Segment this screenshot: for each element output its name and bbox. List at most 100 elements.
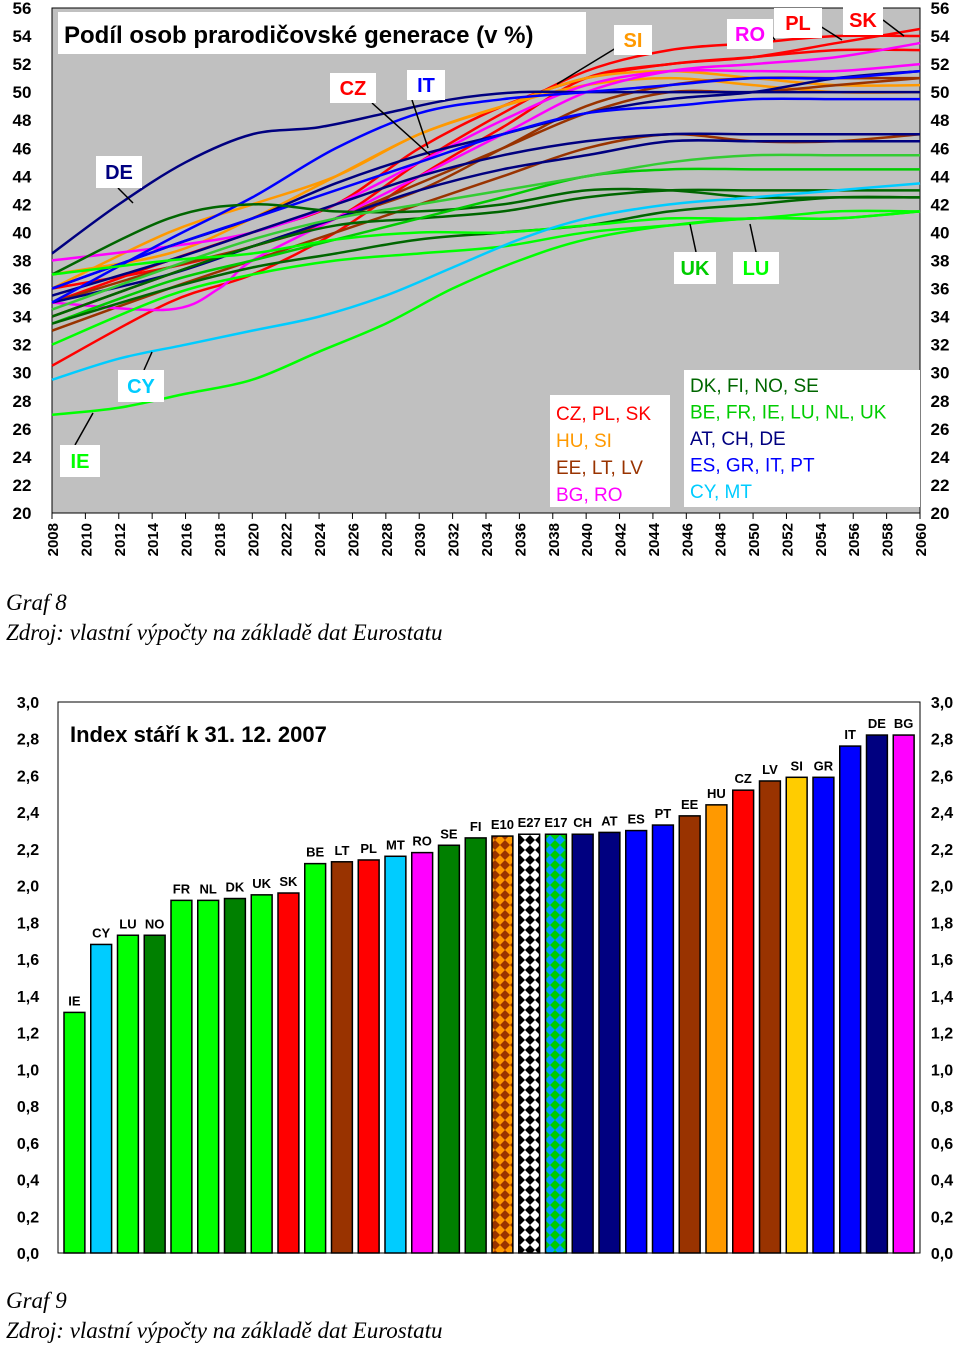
y-tick-left: 1,2: [17, 1026, 39, 1043]
bar-label: NL: [200, 881, 217, 896]
bar-label: DK: [226, 880, 245, 895]
series-line: [51, 62, 921, 262]
y-tick-right: 52: [931, 55, 950, 74]
bar: [411, 851, 434, 1254]
x-tick-label: 2024: [312, 522, 329, 556]
bar: [223, 897, 247, 1254]
annotation-arrow: [689, 223, 697, 253]
y-tick-right: 54: [931, 27, 950, 46]
x-tick-label: 2016: [179, 523, 196, 556]
title-box: [58, 12, 586, 54]
y-tick-left: 38: [13, 252, 32, 271]
annotation-arrow: [749, 223, 757, 253]
annotation-box: [674, 252, 716, 284]
annotation-arrow: [74, 412, 94, 446]
x-tick-label: 2044: [646, 522, 663, 556]
y-tick-left: 2,4: [17, 805, 39, 822]
bar-label: UK: [252, 876, 271, 891]
bar: [304, 862, 327, 1254]
y-tick-right: 2,6: [931, 768, 953, 785]
y-tick-right: 30: [931, 364, 950, 383]
y-tick-right: 28: [931, 392, 950, 411]
y-tick-right: 22: [931, 476, 950, 495]
bar-label: HU: [707, 786, 726, 801]
annotation-arrow: [143, 351, 153, 371]
annotation-box: [118, 370, 164, 402]
bar: [812, 776, 835, 1254]
y-tick-right: 2,4: [931, 805, 953, 822]
y-tick-left: 1,8: [17, 915, 39, 932]
y-tick-left: 54: [13, 27, 32, 46]
x-tick-label: 2010: [78, 523, 95, 556]
bar: [330, 861, 354, 1254]
annotation-label: IE: [71, 451, 90, 473]
x-tick-label: 2060: [913, 523, 930, 556]
chart1-source: Zdroj: vlastní výpočty na základě dat Eu…: [6, 620, 443, 645]
x-tick-label: 2030: [412, 523, 429, 556]
series-line: [51, 41, 921, 312]
bar-label: BG: [894, 716, 914, 731]
bar: [491, 835, 514, 1254]
y-tick-left: 2,2: [17, 842, 39, 859]
y-tick-left: 2,6: [17, 768, 39, 785]
bar: [518, 833, 541, 1254]
chart-title: Podíl osob prarodičovské generace (v %): [64, 22, 533, 49]
bar: [437, 844, 461, 1254]
annotation-label: LU: [743, 258, 770, 280]
bar-label: CY: [92, 925, 110, 940]
x-tick-label: 2052: [779, 523, 796, 556]
series-line: [51, 182, 921, 381]
bar-label: AT: [601, 813, 617, 828]
annotation-box: [614, 25, 652, 55]
legend-box-left: [550, 395, 670, 507]
y-tick-right: 0,0: [931, 1246, 953, 1263]
y-tick-left: 2,8: [17, 732, 39, 749]
y-tick-right: 46: [931, 139, 950, 158]
bar-label: FR: [173, 881, 191, 896]
y-tick-right: 0,8: [931, 1099, 953, 1116]
bar-label: CZ: [735, 771, 752, 786]
series-line: [51, 132, 920, 297]
bar-label: RO: [412, 834, 432, 849]
annotation-label: RO: [735, 24, 765, 46]
series-line: [51, 97, 920, 290]
bar-label: GR: [814, 758, 834, 773]
annotation-box: [407, 70, 445, 100]
bar-label: LV: [762, 762, 778, 777]
y-tick-left: 40: [13, 223, 32, 242]
legend-entry: AT, CH, DE: [690, 429, 786, 450]
annotation-label: PL: [785, 13, 811, 35]
bar: [892, 734, 915, 1254]
series-line: [51, 210, 921, 417]
y-tick-left: 0,0: [17, 1246, 39, 1263]
y-tick-left: 56: [13, 0, 32, 18]
x-tick-label: 2026: [345, 523, 362, 556]
annotation-arrow: [882, 19, 905, 37]
bar-label: EE: [681, 797, 699, 812]
title-box: [64, 715, 382, 751]
y-tick-right: 48: [931, 111, 950, 130]
bar: [197, 899, 220, 1254]
x-tick-label: 2034: [479, 522, 496, 556]
annotation-box: [843, 5, 883, 35]
chart2-source: Zdroj: vlastní výpočty na základě dat Eu…: [6, 1318, 443, 1343]
y-tick-right: 38: [931, 252, 950, 271]
x-tick-label: 2042: [613, 523, 630, 556]
y-tick-left: 0,2: [17, 1209, 39, 1226]
bar: [865, 734, 889, 1254]
y-tick-right: 26: [931, 420, 950, 439]
legend-entry: CZ, PL, SK: [556, 404, 651, 425]
bar-label: PL: [360, 841, 377, 856]
bar-label: E27: [518, 815, 541, 830]
bar: [170, 899, 193, 1254]
bar: [63, 1011, 86, 1254]
y-tick-left: 48: [13, 111, 32, 130]
legend-entry: BE, FR, IE, LU, NL, UK: [690, 403, 887, 424]
chart1-label: Graf 8: [6, 590, 67, 615]
y-tick-right: 20: [931, 504, 950, 523]
bar: [544, 833, 568, 1254]
y-tick-right: 1,6: [931, 952, 953, 969]
bar: [678, 815, 701, 1254]
annotation-box: [96, 156, 142, 188]
